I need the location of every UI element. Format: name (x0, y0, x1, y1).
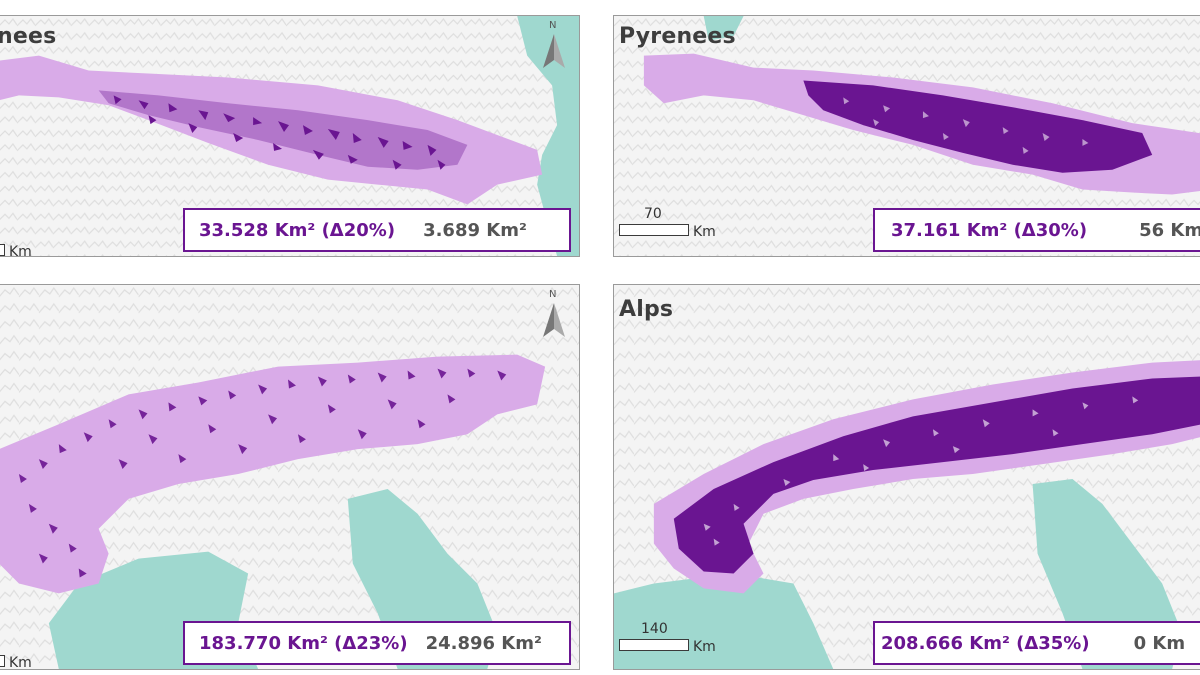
scale-unit: Km (693, 639, 716, 655)
scale-unit: Km (693, 224, 716, 240)
scale-unit: Km (9, 244, 32, 257)
stats-box: 33.528 Km² (Δ20%) 3.689 Km² (183, 208, 571, 252)
map-panel-pyrenees-right: Pyrenees 70 Km 37.161 Km² (Δ30%) 56 Km (613, 15, 1200, 257)
area-stat-primary: 208.666 Km² (Δ35%) (881, 632, 1090, 654)
map-canvas (0, 285, 579, 669)
scale-unit: Km (9, 655, 32, 670)
buffer-zone (0, 55, 543, 205)
scale-bar-icon (619, 224, 689, 236)
panel-title: Pyrenees (619, 24, 736, 49)
scale-bar-icon (0, 244, 5, 256)
buffer-zone (0, 354, 546, 594)
core-zone (673, 376, 1200, 574)
map-panel-alps-left: N Km 183.770 Km² (Δ23%) 24.896 Km² (0, 284, 580, 670)
map-panel-alps-right: Alps 140 Km 208.666 Km² (Δ35%) 0 Km (613, 284, 1200, 670)
area-stat-primary: 183.770 Km² (Δ23%) (199, 632, 408, 654)
scale-value: 140 (641, 621, 668, 637)
scale-bar: Km (0, 226, 55, 256)
area-stat-secondary: 24.896 Km² (425, 632, 542, 654)
scale-value: 70 (644, 206, 662, 222)
area-stat-primary: 33.528 Km² (Δ20%) (199, 219, 396, 241)
map-canvas (0, 16, 579, 256)
core-zone (98, 90, 468, 170)
map-canvas (614, 285, 1200, 669)
scale-bar-icon (619, 639, 689, 651)
scale-bar: 70 Km (619, 206, 739, 246)
scale-bar: 140 Km (619, 621, 739, 661)
core-zone (803, 80, 1153, 173)
sea-area (703, 16, 744, 41)
area-stat-secondary: 56 Km (1139, 219, 1200, 241)
scale-bar: Km (0, 637, 55, 670)
stats-box: 37.161 Km² (Δ30%) 56 Km (873, 208, 1200, 252)
sea-area (517, 16, 579, 256)
panel-title: Alps (619, 297, 674, 322)
north-arrow-icon: N (541, 20, 567, 70)
map-panel-pyrenees-left: nees N Km 33.528 Km² (Δ20%) 3.689 Km² (0, 15, 580, 257)
scale-bar-icon (0, 655, 5, 667)
stats-box: 183.770 Km² (Δ23%) 24.896 Km² (183, 621, 571, 665)
north-arrow-icon: N (541, 289, 567, 339)
area-stat-primary: 37.161 Km² (Δ30%) (891, 219, 1088, 241)
area-stat-secondary: 3.689 Km² (423, 219, 527, 241)
stats-box: 208.666 Km² (Δ35%) 0 Km (873, 621, 1200, 665)
panel-title: nees (0, 24, 57, 49)
area-stat-secondary: 0 Km (1133, 632, 1186, 654)
